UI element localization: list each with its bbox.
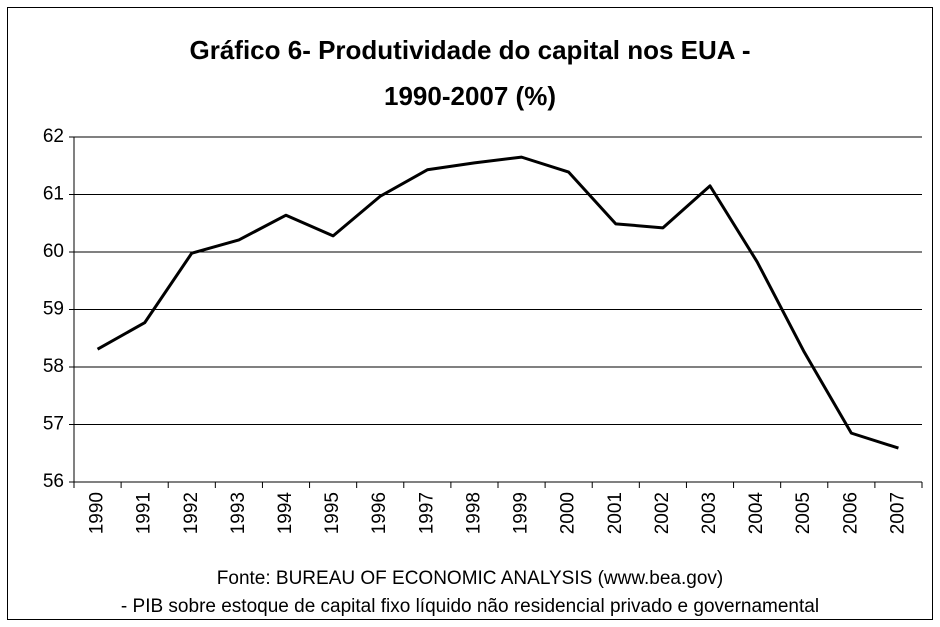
y-tick-label: 57 <box>43 414 64 435</box>
x-tick-label: 1995 <box>322 492 343 534</box>
x-tick-label: 1990 <box>87 492 108 534</box>
y-tick-label: 59 <box>43 299 64 320</box>
y-tick-label: 60 <box>43 241 64 262</box>
x-tick-label: 2006 <box>840 492 861 534</box>
x-tick-label: 1991 <box>134 492 155 534</box>
x-tick-label: 2001 <box>605 492 626 534</box>
y-tick-label: 61 <box>43 184 64 205</box>
chart-title: 1990-2007 (%) <box>384 81 556 111</box>
x-tick-label: 2007 <box>887 492 908 534</box>
x-tick-label: 1993 <box>228 492 249 534</box>
x-tick-label: 2005 <box>793 492 814 534</box>
x-tick-label: 1998 <box>463 492 484 534</box>
y-tick-label: 62 <box>43 126 64 147</box>
data-line <box>96 155 899 450</box>
x-tick-label: 2000 <box>558 492 579 534</box>
source-note: Fonte: BUREAU OF ECONOMIC ANALYSIS (www.… <box>217 568 723 589</box>
y-tick-label: 58 <box>43 356 64 377</box>
footnote: - PIB sobre estoque de capital fixo líqu… <box>121 596 819 617</box>
x-tick-label: 1992 <box>181 492 202 534</box>
y-tick-label: 56 <box>43 471 64 492</box>
x-tick-label: 1997 <box>416 492 437 534</box>
x-tick-label: 1996 <box>369 492 390 534</box>
chart-border <box>7 7 933 620</box>
x-tick-label: 2004 <box>746 492 767 535</box>
x-tick-label: 1999 <box>511 492 532 534</box>
x-tick-label: 2002 <box>652 492 673 534</box>
x-tick-label: 1994 <box>275 492 296 535</box>
chart-title: Gráfico 6- Produtividade do capital nos … <box>189 35 750 65</box>
x-tick-label: 2003 <box>699 492 720 534</box>
